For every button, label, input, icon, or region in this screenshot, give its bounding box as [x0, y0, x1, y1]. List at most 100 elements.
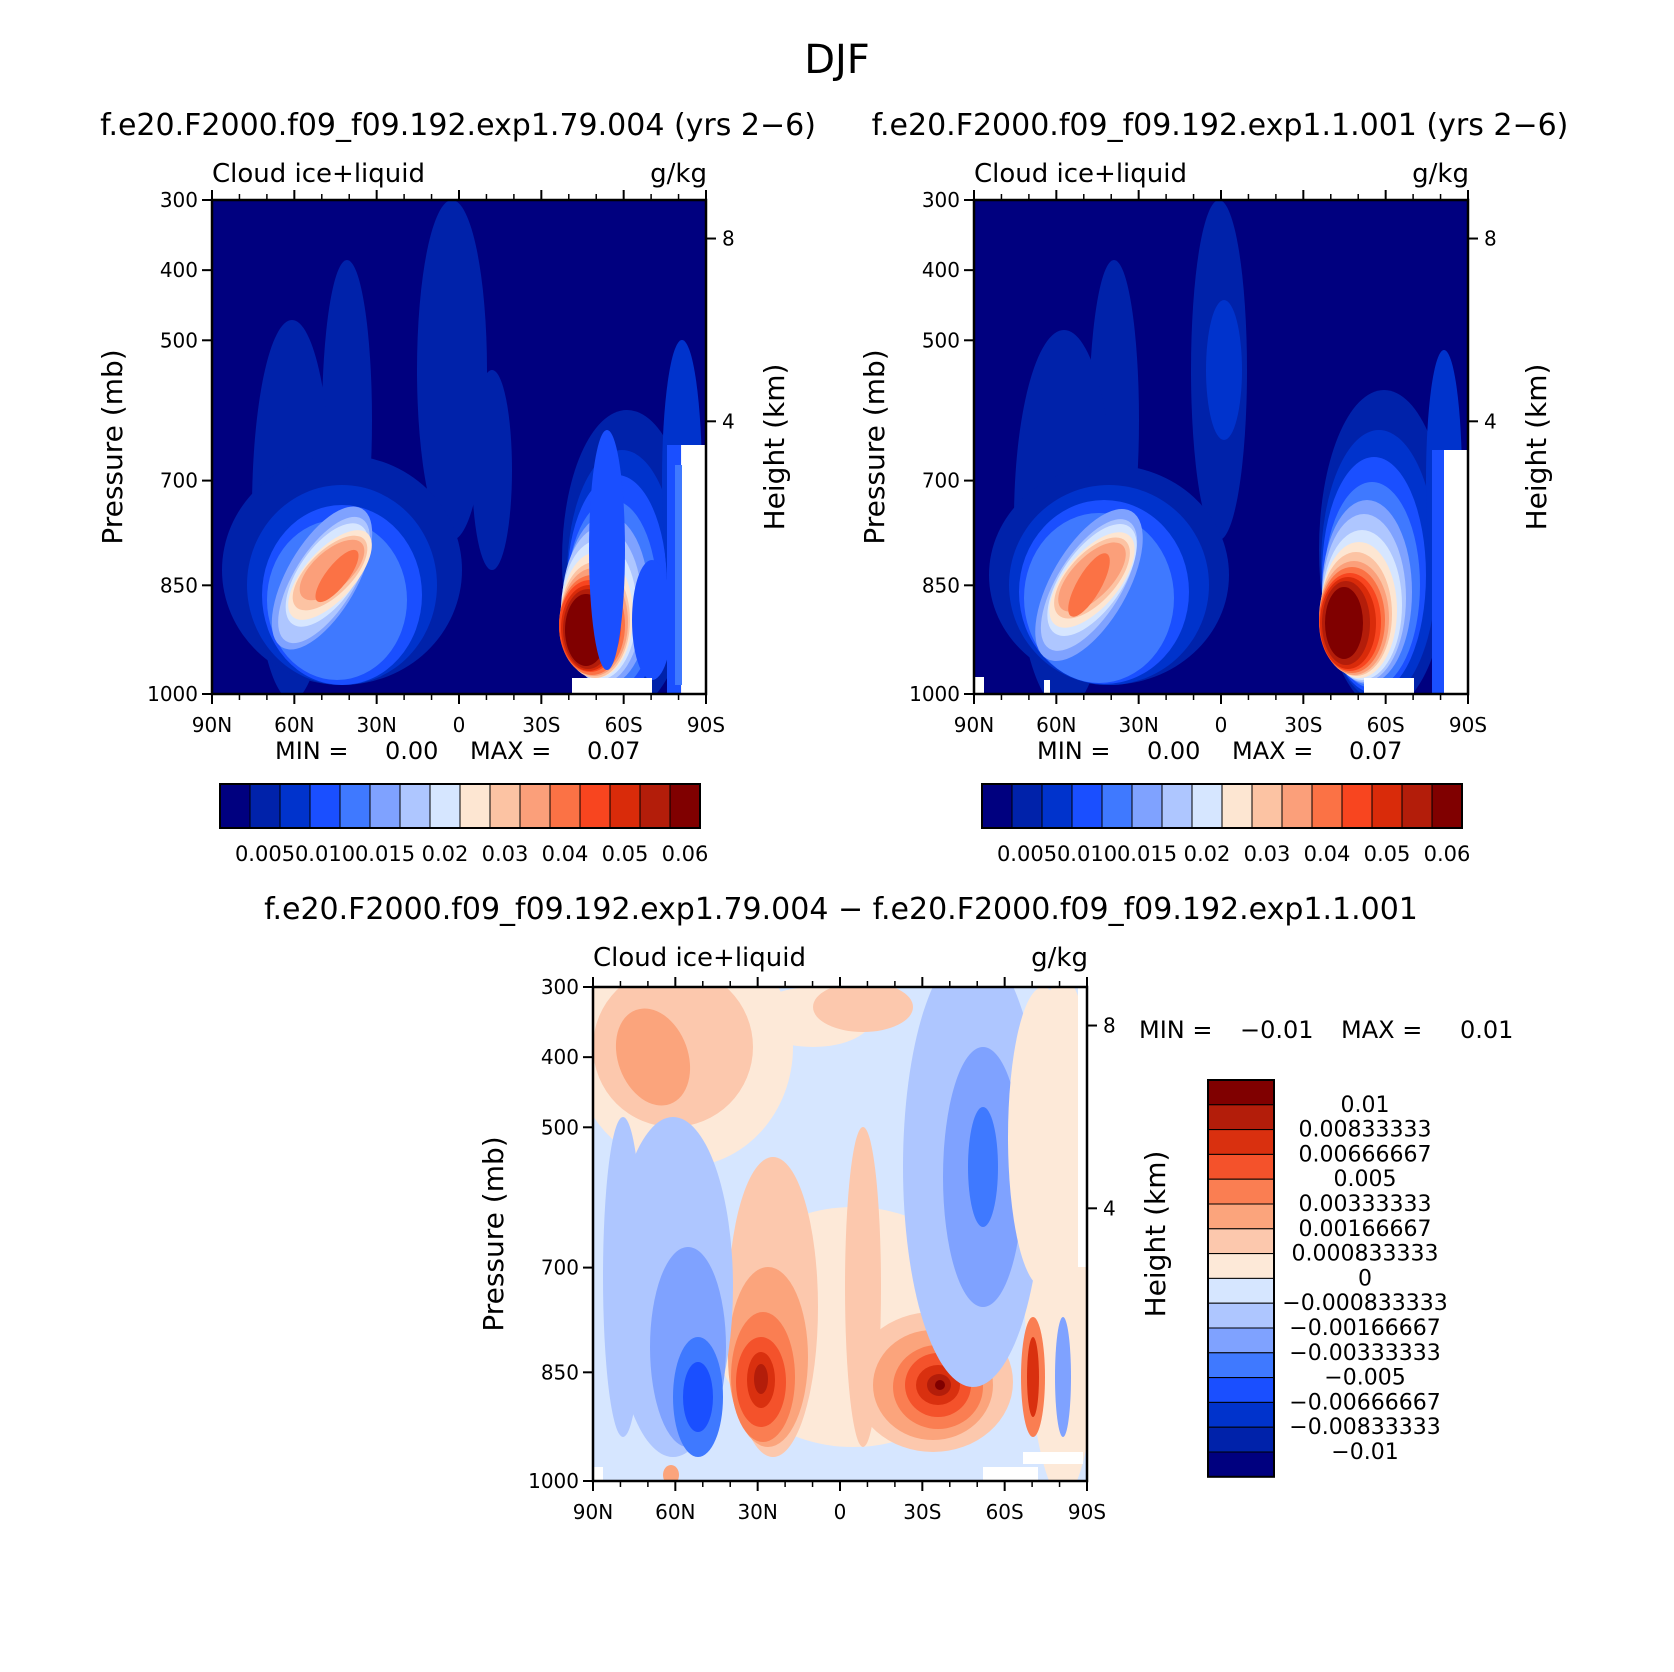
colorbar-label: 0 [1358, 1266, 1372, 1291]
colorbar-box [1207, 1352, 1275, 1379]
colorbar-label: 0.00333333 [1299, 1192, 1432, 1217]
colorbar-box [1207, 1203, 1275, 1230]
colorbar-box [1207, 1228, 1275, 1255]
y-tick-label: 500 [541, 1115, 579, 1139]
colorbar-box [219, 783, 251, 829]
x-tick-label: 90N [954, 713, 994, 737]
colorbar-box [1207, 1153, 1275, 1180]
x-tick-label: 0 [834, 1500, 847, 1524]
panel-3-min-value: −0.01 [1240, 1016, 1314, 1044]
y-tick-label: 700 [922, 469, 960, 493]
colorbar-box [1311, 783, 1343, 829]
figure-title: DJF [804, 37, 870, 83]
colorbar-box [549, 783, 581, 829]
y-tick-label: 1000 [528, 1469, 579, 1493]
colorbar-box [1207, 1079, 1275, 1106]
panel-2-y2-title: Height (km) [1520, 364, 1553, 531]
x-tick-label: 60S [986, 1500, 1024, 1524]
colorbar-label: 0.03 [482, 842, 529, 866]
panel-1: f.e20.F2000.f09_f09.192.exp1.79.004 (yrs… [96, 108, 816, 866]
x-tick-label: 30N [356, 713, 396, 737]
y-tick-label: 500 [922, 328, 960, 352]
y-tick-label: 850 [160, 573, 198, 597]
x-tick-label: 0 [453, 713, 466, 737]
panel-1-variable: Cloud ice+liquid [212, 159, 425, 189]
panel-3-plot-area [593, 987, 1087, 1481]
y-tick-label: 850 [922, 573, 960, 597]
colorbar-label: −0.000833333 [1282, 1291, 1447, 1316]
colorbar-box [1207, 1451, 1275, 1478]
x-tick-label: 60N [1036, 713, 1076, 737]
colorbar-label: 0.02 [422, 842, 469, 866]
x-tick-label: 90N [192, 713, 232, 737]
colorbar-box [249, 783, 281, 829]
x-tick-label: 90S [1449, 713, 1487, 737]
colorbar-box [1207, 1253, 1275, 1279]
y-tick-label: 300 [160, 188, 198, 212]
colorbar-box [1207, 1377, 1275, 1403]
panel-1-units: g/kg [650, 159, 707, 189]
colorbar-frame [219, 783, 701, 829]
y-tick-label: 400 [922, 258, 960, 282]
panel-2-max-value: 0.07 [1349, 737, 1402, 765]
colorbar-box [459, 783, 491, 829]
panel-3-min-label: MIN = [1139, 1016, 1212, 1044]
x-tick-label: 30S [903, 1500, 941, 1524]
colorbar-box [519, 783, 551, 829]
y-tick-label: 850 [541, 1360, 579, 1384]
colorbar-box [1401, 783, 1433, 829]
x-tick-label: 30S [1284, 713, 1322, 737]
panel-3: f.e20.F2000.f09_f09.192.exp1.79.004 − f.… [264, 892, 1513, 1524]
colorbar-box [1207, 1129, 1275, 1155]
colorbar-box [669, 783, 701, 829]
panel-2-colorbar: 0.005 0.010 0.015 0.02 0.03 0.04 0.05 0.06 [981, 783, 1471, 866]
colorbar-label: 0.04 [1304, 842, 1351, 866]
colorbar-box [1431, 783, 1463, 829]
y2-tick-label: 8 [1484, 227, 1497, 251]
colorbar-box [489, 783, 521, 829]
colorbar-box [1207, 1327, 1275, 1354]
colorbar-label: 0.01 [1341, 1093, 1390, 1118]
panel-1-colorbar: 0.005 0.010 0.015 0.02 0.03 0.04 0.05 0.06 [219, 783, 708, 866]
colorbar-label: −0.01 [1331, 1440, 1398, 1465]
colorbar-box [309, 783, 341, 829]
colorbar-box [1371, 783, 1403, 829]
panel-3-max-value: 0.01 [1460, 1016, 1513, 1044]
y-tick-label: 1000 [909, 682, 960, 706]
panel-1-max-value: 0.07 [587, 737, 640, 765]
colorbar-label: 0.015 [1117, 842, 1177, 866]
y2-tick-label: 4 [1484, 409, 1497, 433]
panel-1-title: f.e20.F2000.f09_f09.192.exp1.79.004 (yrs… [100, 108, 816, 143]
colorbar-frame [981, 783, 1463, 829]
colorbar-box [1207, 1104, 1275, 1131]
colorbar-label: 0.04 [542, 842, 589, 866]
colorbar-box [1101, 783, 1133, 829]
panel-3-variable: Cloud ice+liquid [593, 943, 806, 973]
colorbar-box [1041, 783, 1073, 829]
colorbar-box [981, 783, 1013, 829]
colorbar-box [1207, 1178, 1275, 1205]
panel-1-y2-title: Height (km) [758, 364, 791, 531]
colorbar-box [1281, 783, 1313, 829]
colorbar-box [579, 783, 611, 829]
colorbar-box [639, 783, 671, 829]
colorbar-box [1221, 783, 1253, 829]
colorbar-box [1161, 783, 1193, 829]
colorbar-box [609, 783, 641, 829]
colorbar-label: 0.06 [1424, 842, 1471, 866]
x-tick-label: 90S [687, 713, 725, 737]
colorbar-box [1341, 783, 1373, 829]
colorbar-label: 0.005 [997, 842, 1057, 866]
panel-2-min-value: 0.00 [1147, 737, 1200, 765]
y-tick-label: 700 [541, 1256, 579, 1280]
y-tick-label: 700 [160, 469, 198, 493]
panel-3-y2-title: Height (km) [1139, 1151, 1172, 1318]
colorbar-label: 0.005 [1334, 1167, 1397, 1192]
panel-1-max-label: MAX = [470, 737, 551, 765]
colorbar-frame [1207, 1079, 1275, 1478]
colorbar-label: 0.010 [1057, 842, 1117, 866]
x-tick-label: 90N [573, 1500, 613, 1524]
panel-1-min-value: 0.00 [385, 737, 438, 765]
colorbar-box [339, 783, 371, 829]
panel-1-field [222, 200, 706, 694]
